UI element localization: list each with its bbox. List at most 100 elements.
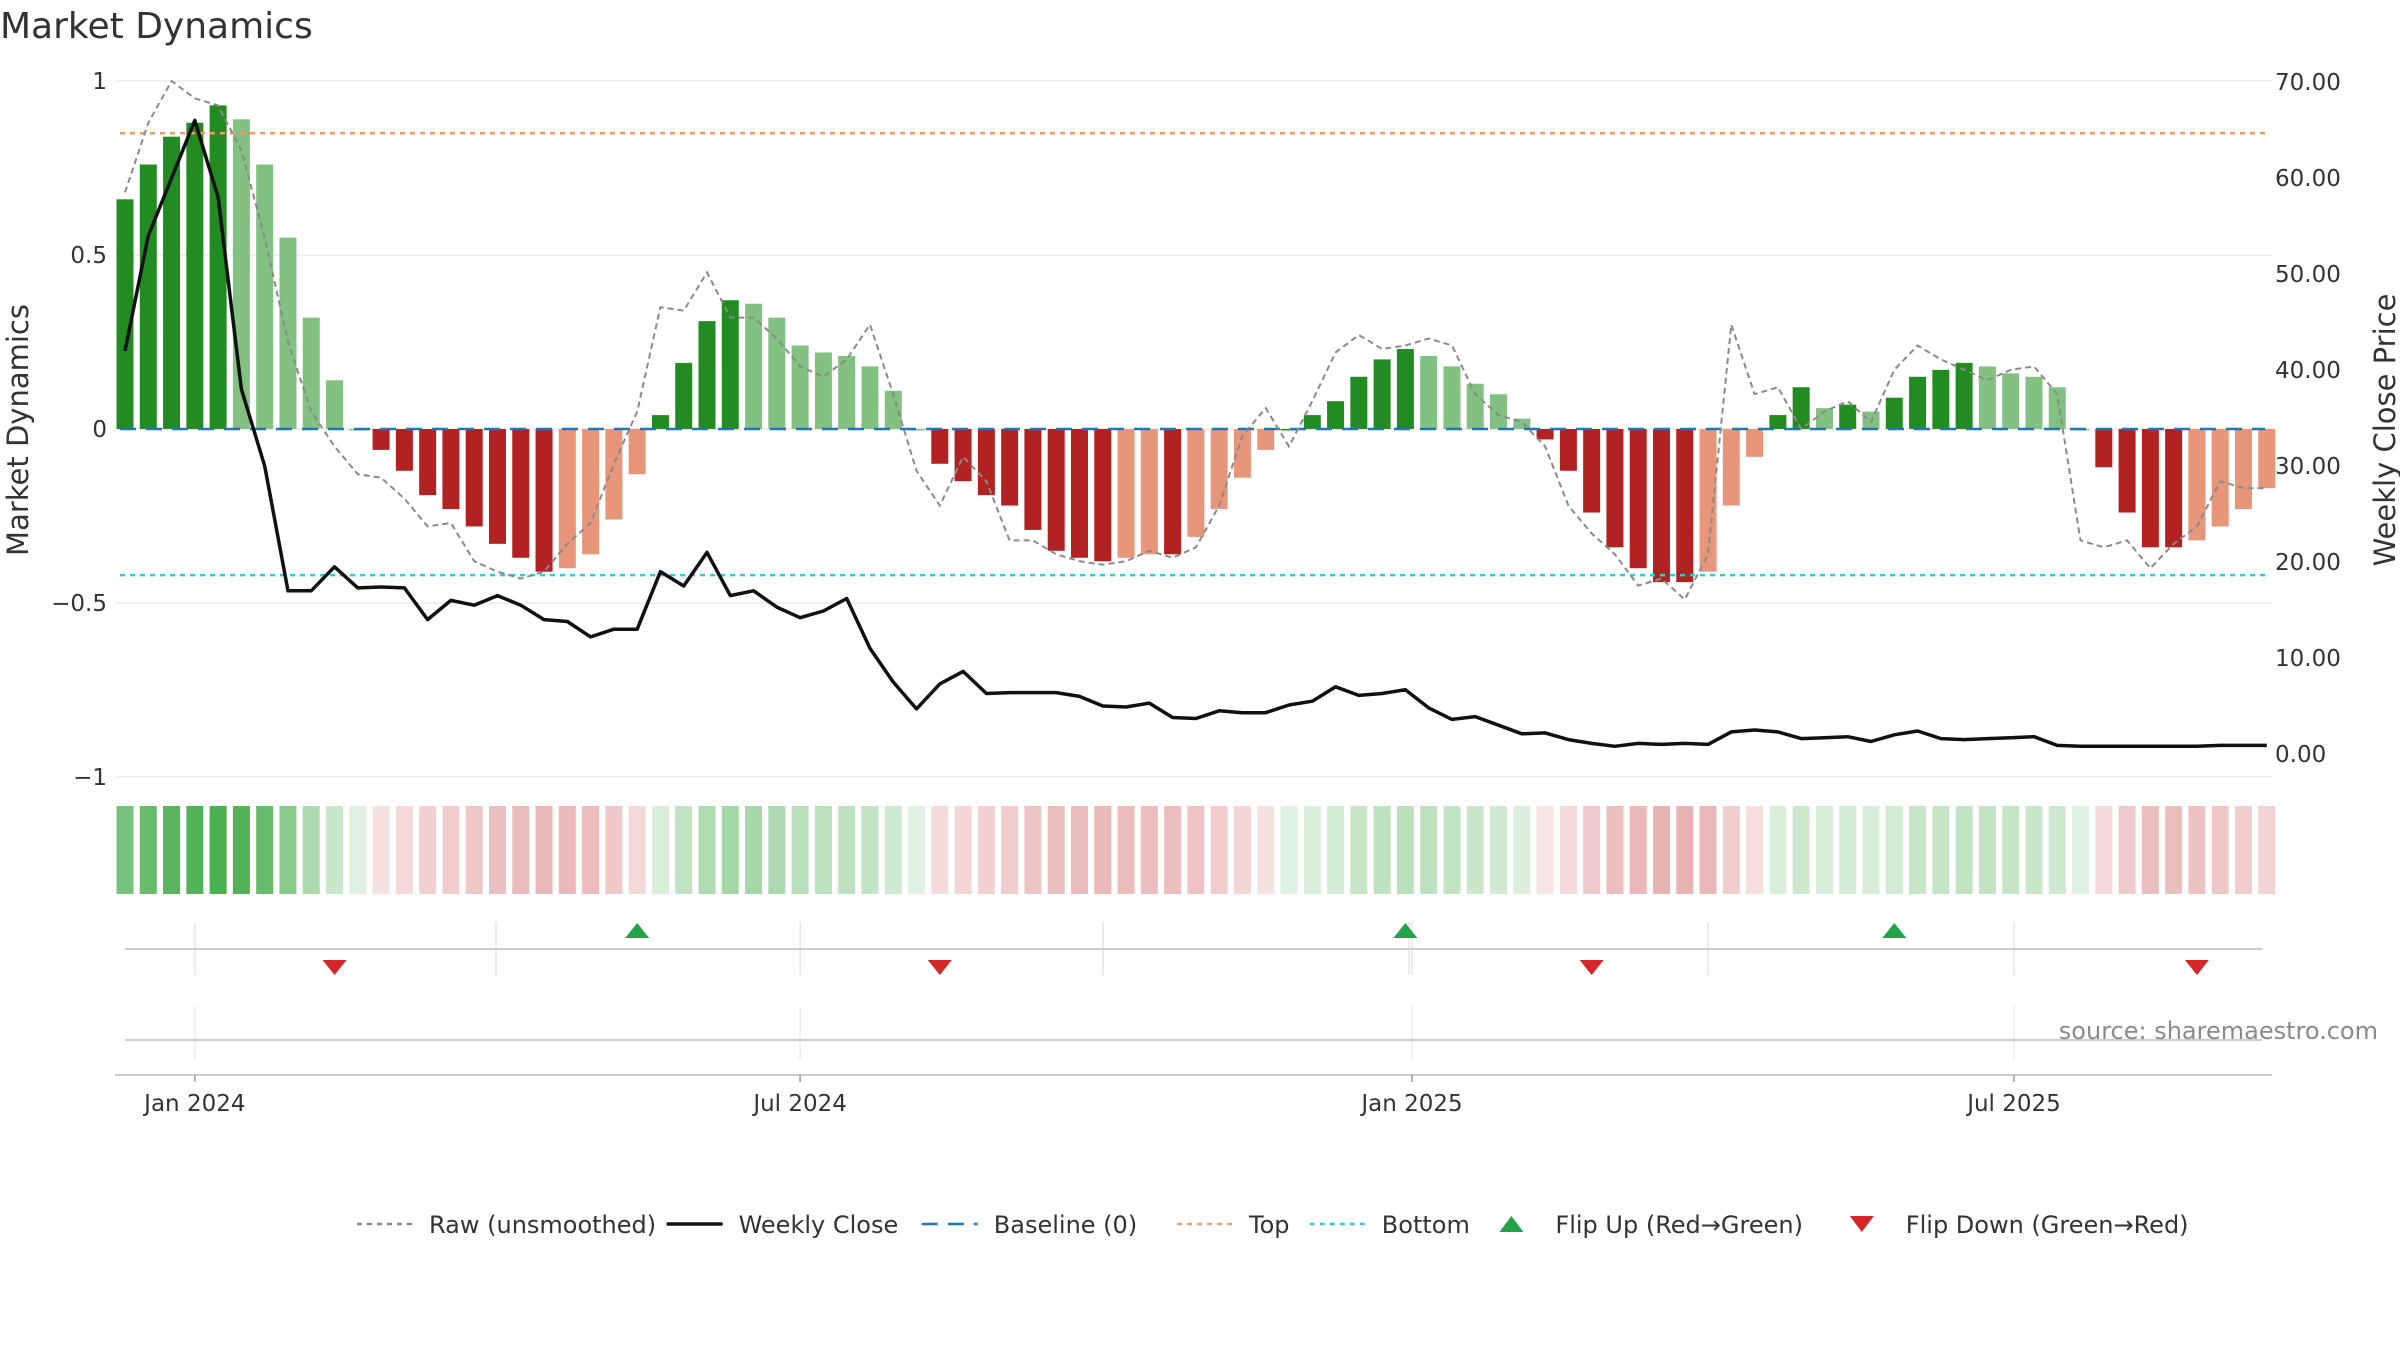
- intensity-cell: [1792, 806, 1810, 894]
- intensity-cell: [1862, 806, 1880, 894]
- intensity-cell: [465, 806, 483, 894]
- intensity-cell: [279, 806, 297, 894]
- dynamics-bar: [465, 429, 483, 527]
- intensity-cell: [1746, 806, 1764, 894]
- left-tick-label: 0: [92, 417, 107, 443]
- dynamics-bar: [139, 164, 157, 429]
- dynamics-bar: [2234, 429, 2252, 510]
- intensity-cell: [1559, 806, 1577, 894]
- dynamics-bar: [209, 105, 227, 430]
- dynamics-bar: [1140, 429, 1158, 555]
- left-axis: 1 0.5 0 −0.5 −1: [51, 69, 107, 791]
- dynamics-bar: [2141, 429, 2159, 548]
- intensity-cell: [2211, 806, 2229, 894]
- intensity-cell: [1420, 806, 1438, 894]
- intensity-cell: [1583, 806, 1601, 894]
- intensity-cell: [1094, 806, 1112, 894]
- dynamics-bar: [1629, 429, 1647, 569]
- dynamics-bar: [279, 237, 297, 429]
- left-axis-label: Market Dynamics: [1, 304, 35, 556]
- intensity-cell: [2095, 806, 2113, 894]
- dynamics-bar: [582, 429, 600, 555]
- dynamics-bar: [1839, 404, 1857, 429]
- dynamics-bar: [1327, 401, 1345, 429]
- dynamics-bar: [1164, 429, 1182, 555]
- intensity-cell: [1629, 806, 1647, 894]
- intensity-cell: [1490, 806, 1508, 894]
- intensity-cell: [442, 806, 460, 894]
- dynamics-bar: [1117, 429, 1135, 558]
- intensity-cell: [372, 806, 390, 894]
- intensity-cell: [1024, 806, 1042, 894]
- dynamics-bar: [884, 390, 902, 429]
- intensity-cell: [302, 806, 320, 894]
- dynamics-bar: [395, 429, 413, 471]
- x-axis: Jan 2024 Jul 2024 Jan 2025 Jul 2025: [115, 1074, 2272, 1117]
- intensity-cell: [605, 806, 623, 894]
- intensity-cell: [1955, 806, 1973, 894]
- dynamics-bar: [2188, 429, 2206, 541]
- intensity-cell: [814, 806, 832, 894]
- dynamics-bar: [675, 362, 693, 429]
- dynamics-bar: [2025, 376, 2043, 429]
- intensity-cell: [1536, 806, 1554, 894]
- intensity-cell: [1187, 806, 1205, 894]
- flip-down-marker: [927, 960, 952, 975]
- flip-up-marker: [1882, 923, 1907, 938]
- dynamics-bar: [1978, 366, 1996, 429]
- intensity-cell: [1280, 806, 1298, 894]
- dynamics-bar: [698, 321, 716, 429]
- intensity-cell: [163, 806, 181, 894]
- x-tick-label: Jan 2024: [142, 1091, 245, 1117]
- x-tick-label: Jan 2025: [1359, 1091, 1462, 1117]
- left-tick-label: 1: [92, 69, 107, 95]
- left-tick-label: −0.5: [51, 591, 107, 617]
- dynamics-bar: [1815, 408, 1833, 429]
- dynamics-bar: [1094, 429, 1112, 562]
- dynamics-bars: [116, 105, 2276, 583]
- intensity-cell: [1443, 806, 1461, 894]
- dynamics-bar: [1955, 362, 1973, 429]
- dynamics-bar: [419, 429, 437, 496]
- intensity-cell: [1327, 806, 1345, 894]
- dynamics-bar: [1233, 429, 1251, 478]
- dynamics-bar: [1513, 418, 1531, 429]
- dynamics-bar: [488, 429, 506, 544]
- intensity-cell: [908, 806, 926, 894]
- flip-down-marker: [1579, 960, 1604, 975]
- intensity-cell: [349, 806, 367, 894]
- dynamics-bar: [116, 199, 134, 429]
- dynamics-bar: [1699, 429, 1717, 572]
- intensity-cell: [1513, 806, 1531, 894]
- dynamics-bar: [977, 429, 995, 496]
- intensity-cell: [1303, 806, 1321, 894]
- intensity-cell: [1839, 806, 1857, 894]
- intensity-cell: [931, 806, 949, 894]
- dynamics-bar: [1932, 369, 1950, 429]
- dynamics-bar: [605, 429, 623, 520]
- intensity-cell: [1117, 806, 1135, 894]
- dynamics-bar: [1280, 429, 1298, 431]
- dynamics-bar: [1210, 429, 1228, 510]
- dynamics-bar: [1885, 397, 1903, 429]
- intensity-cell: [1466, 806, 1484, 894]
- intensity-cell: [2072, 806, 2090, 894]
- dynamics-bar: [1583, 429, 1601, 513]
- intensity-cell: [1769, 806, 1787, 894]
- dynamics-bar: [1373, 359, 1391, 429]
- dynamics-bar: [1001, 429, 1019, 506]
- dynamics-bar: [302, 317, 320, 429]
- legend: Raw (unsmoothed) Weekly Close Baseline (0)…: [357, 1211, 2189, 1239]
- intensity-cell: [745, 806, 763, 894]
- intensity-cell: [1140, 806, 1158, 894]
- intensity-cell: [582, 806, 600, 894]
- dynamics-bar: [1606, 429, 1624, 548]
- dynamics-bar: [651, 415, 669, 429]
- legend-item: Flip Up (Red→Green): [1499, 1211, 1803, 1239]
- intensity-cell: [232, 806, 250, 894]
- intensity-cell: [1233, 806, 1251, 894]
- right-tick-label: 50.00: [2275, 262, 2341, 288]
- dynamics-bar: [1257, 429, 1275, 450]
- intensity-cell: [2234, 806, 2252, 894]
